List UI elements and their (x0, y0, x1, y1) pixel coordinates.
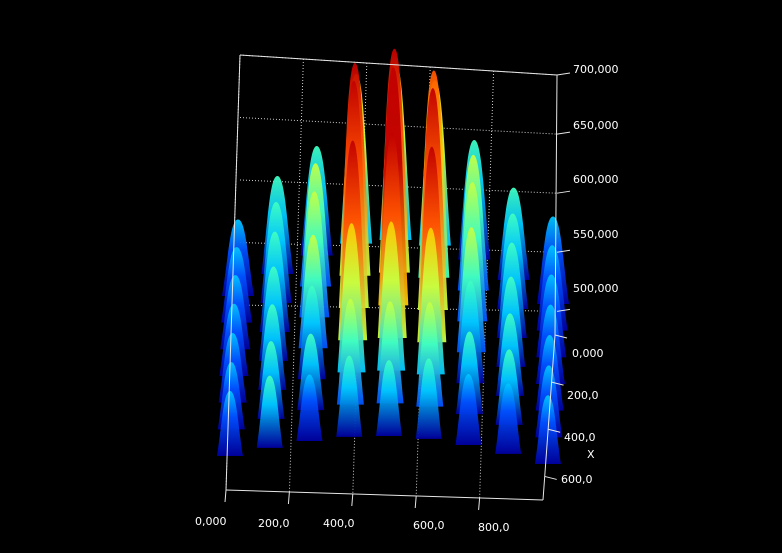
x-tick-label-0: 0,000 (195, 515, 227, 528)
z-tick (556, 72, 571, 76)
z-tick-label-600000: 600,000 (573, 173, 619, 186)
surface-peak (455, 373, 482, 446)
z-grid-line (239, 179, 558, 194)
x-tick-label-200: 200,0 (258, 517, 290, 530)
axis-bottom-front (225, 489, 544, 501)
surface-peaks (217, 48, 569, 464)
y-tick-label-400: 400,0 (564, 431, 596, 444)
x-tick (224, 489, 227, 503)
x-grid-line (288, 58, 304, 493)
x-tick-label-400: 400,0 (323, 517, 355, 530)
y-tick (544, 475, 557, 480)
x-axis-label: X (587, 448, 595, 461)
y-tick (554, 334, 568, 339)
x-tick (414, 495, 417, 509)
y-tick-label-600: 600,0 (561, 473, 593, 486)
surface-peak (217, 390, 243, 456)
z-tick-label-650000: 650,000 (573, 119, 619, 132)
y-tick-label-200: 200,0 (567, 389, 599, 402)
x-tick (287, 491, 290, 505)
z-tick (556, 249, 571, 253)
z-grid-line (239, 117, 558, 135)
z-tick-label-700000: 700,000 (573, 63, 619, 76)
axis-lines (224, 54, 571, 511)
x-tick-label-600: 600,0 (413, 519, 445, 532)
surface-peak (336, 355, 363, 437)
axis-top-back (239, 54, 558, 76)
surface-peak (376, 360, 402, 436)
surface-peak (495, 383, 522, 454)
surface-peak (415, 358, 442, 439)
x-tick-label-800: 800,0 (478, 521, 510, 534)
x-tick (351, 493, 354, 507)
z-tick (556, 308, 571, 312)
z-tick-label-500000: 500,000 (573, 282, 619, 295)
surface-peak (296, 374, 323, 442)
axis-left-vertical (225, 54, 241, 491)
z-tick (556, 131, 571, 135)
y-tick (551, 381, 564, 386)
z-tick (556, 190, 571, 194)
axis-right-depth (542, 334, 556, 501)
z-tick-label-550000: 550,000 (573, 228, 619, 241)
axis-right-vertical (554, 74, 558, 336)
surface-peak (256, 375, 283, 448)
y-tick-label-0: 0,000 (572, 347, 604, 360)
x-tick (478, 497, 481, 511)
y-tick (548, 428, 561, 433)
